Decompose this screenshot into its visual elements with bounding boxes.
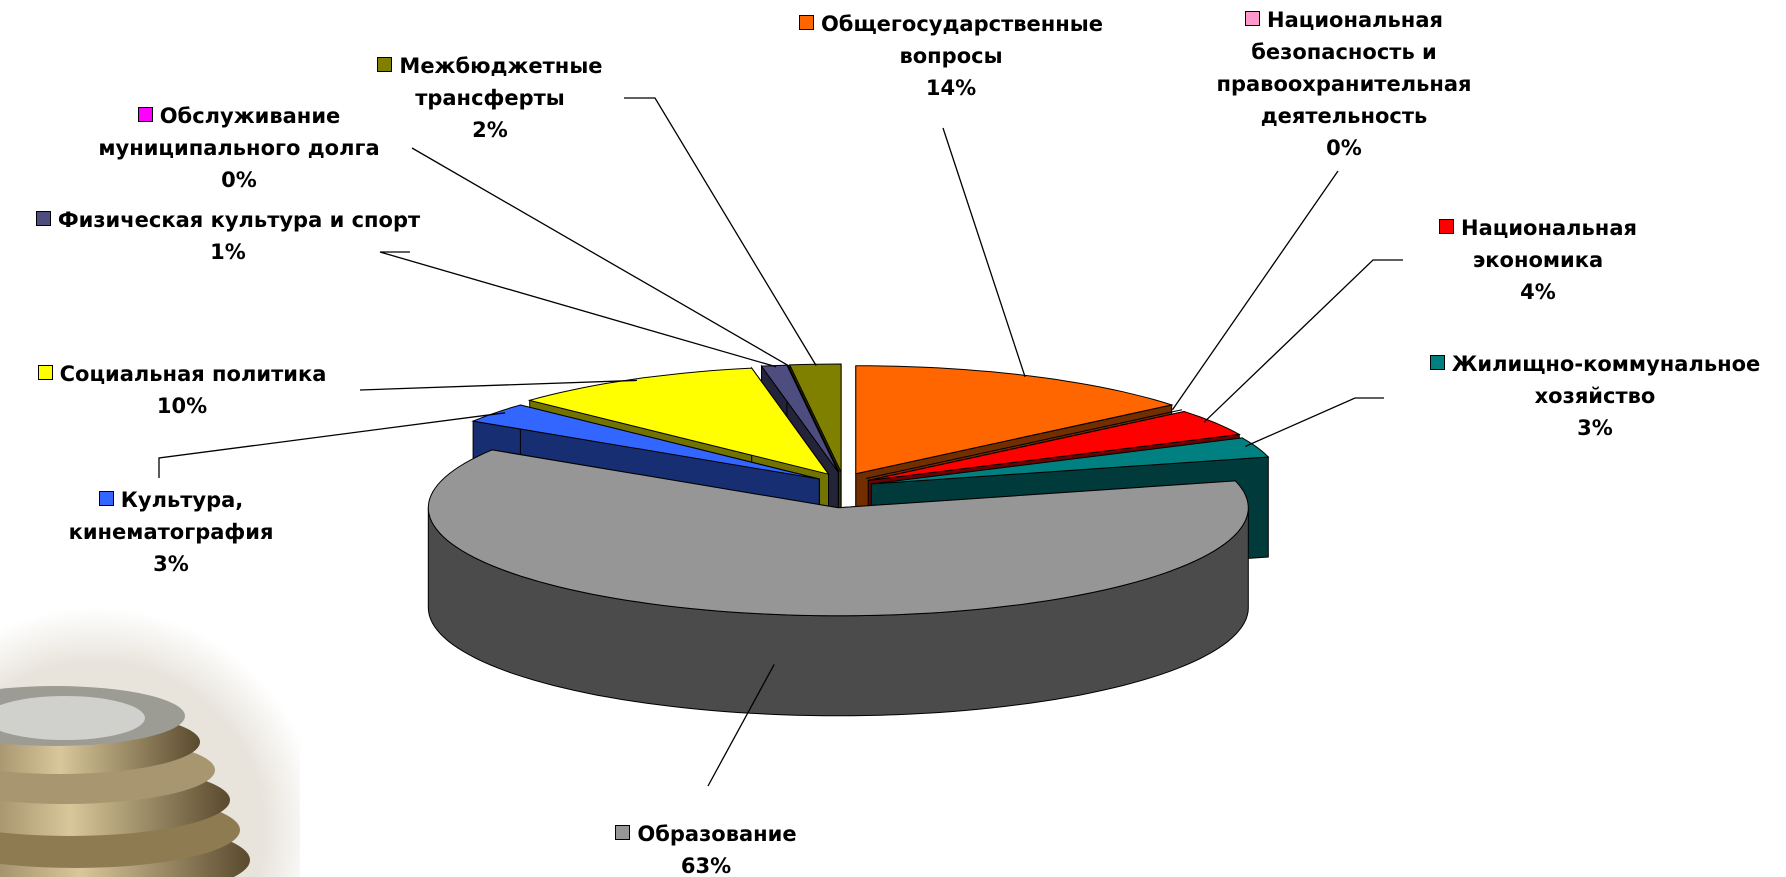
category-name: Социальная политика [59, 362, 327, 386]
data-label: Национальная безопасность и правоохранит… [1179, 4, 1509, 164]
slice-top [871, 437, 1270, 485]
category-name: Образование [637, 822, 797, 846]
legend-swatch [615, 825, 631, 840]
leader-line [624, 97, 817, 366]
legend-swatch [377, 57, 393, 72]
slice-top [527, 367, 830, 476]
slice [427, 449, 1249, 717]
legend-swatch [1245, 11, 1261, 26]
slice-top [855, 365, 1174, 475]
leader-line [411, 147, 790, 367]
data-label: Межбюджетные трансферты 2% [340, 50, 640, 146]
category-name: Общегосударственные вопросы [820, 12, 1104, 68]
category-name: Национальная экономика [1461, 216, 1637, 272]
data-label: Жилищно-коммунальное хозяйство 3% [1395, 348, 1786, 444]
legend-swatch [98, 491, 114, 506]
leader-lines [158, 97, 1403, 787]
coins-decoration [0, 560, 320, 877]
legend-swatch [798, 15, 814, 30]
leader-line [707, 664, 775, 787]
slice-top [865, 409, 1183, 479]
percent-label: 0% [1326, 136, 1362, 160]
percent-label: 14% [925, 76, 977, 100]
legend-swatch [1429, 355, 1445, 370]
data-label: Физическая культура и спорт 1% [33, 204, 423, 268]
leader-line [1171, 170, 1339, 411]
category-name: Национальная безопасность и правоохранит… [1216, 8, 1472, 128]
legend-swatch [1439, 219, 1455, 234]
slice-top [868, 410, 1241, 481]
data-label: Социальная политика 10% [2, 358, 362, 422]
data-label: Образование 63% [576, 818, 836, 877]
category-name: Обслуживание муниципального долга [98, 104, 380, 160]
slice-top [427, 449, 1249, 617]
percent-label: 63% [680, 854, 732, 877]
leader-line [1245, 397, 1384, 447]
legend-swatch [35, 211, 51, 226]
data-label: Обслуживание муниципального долга 0% [49, 100, 429, 196]
category-name: Межбюджетные трансферты [399, 54, 603, 110]
legend-swatch [137, 107, 153, 122]
pie [427, 363, 1270, 717]
percent-label: 10% [156, 394, 208, 418]
legend-swatch [37, 365, 53, 380]
data-label: Общегосударственные вопросы 14% [781, 8, 1121, 104]
percent-label: 1% [210, 240, 246, 264]
category-name: Физическая культура и спорт [57, 208, 421, 232]
leader-line [1203, 259, 1403, 423]
percent-label: 3% [153, 552, 189, 576]
percent-label: 4% [1520, 280, 1556, 304]
data-label: Национальная экономика 4% [1408, 212, 1668, 308]
slice [865, 409, 1183, 479]
percent-label: 2% [472, 118, 508, 142]
category-name: Культура, кинематография [68, 488, 274, 544]
leader-line [942, 127, 1026, 378]
leader-line [379, 251, 777, 368]
leader-line [158, 412, 506, 478]
percent-label: 0% [221, 168, 257, 192]
leader-line [359, 379, 638, 391]
slice-top [471, 404, 820, 480]
category-name: Жилищно-коммунальное хозяйство [1451, 352, 1761, 408]
data-label: Культура, кинематография 3% [26, 484, 316, 580]
percent-label: 3% [1577, 416, 1613, 440]
